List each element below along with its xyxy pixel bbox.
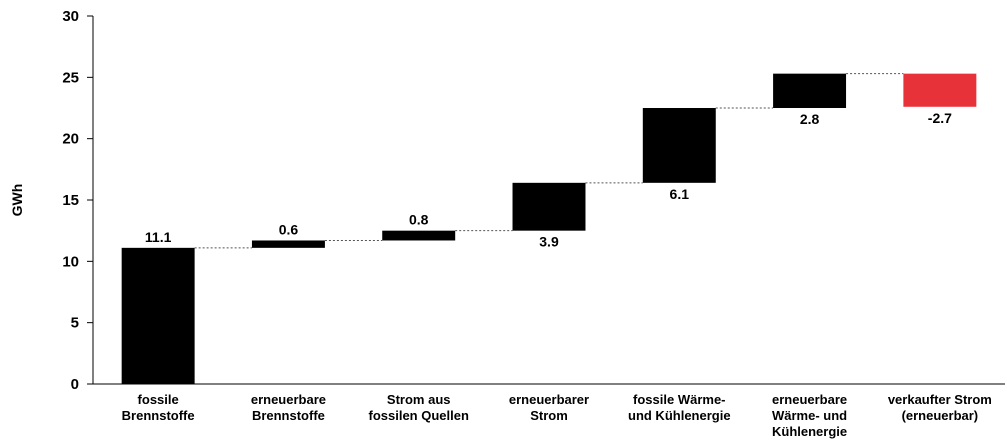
y-tick-label: 0	[71, 376, 79, 393]
category-label-line: Brennstoffe	[122, 408, 195, 423]
category-label-line: Brennstoffe	[252, 408, 325, 423]
data-label: 11.1	[145, 229, 172, 245]
y-tick-label: 25	[62, 69, 79, 86]
data-label: 2.8	[800, 111, 820, 127]
category-label-line: fossile Wärme-	[633, 392, 725, 407]
category-label: verkaufter Strom (erneuerbar)	[888, 392, 992, 423]
connector-lines	[194, 73, 904, 249]
data-label: 3.9	[539, 234, 559, 250]
bar	[903, 73, 977, 107]
data-label: -2.7	[928, 110, 952, 126]
data-label: 0.8	[409, 212, 429, 228]
category-label: erneuerbare Wärme- und Kühlenergie	[772, 392, 847, 439]
y-axis: 0 5 10 15 20 25 30	[62, 8, 1005, 393]
bar	[773, 73, 847, 108]
bars	[121, 73, 977, 384]
category-label-line: Strom	[530, 408, 568, 423]
category-label: erneuerbarer Strom	[509, 392, 589, 423]
data-label: 0.6	[279, 221, 299, 237]
category-label-line: erneuerbarer	[509, 392, 589, 407]
bar	[251, 240, 325, 248]
data-label: 6.1	[670, 186, 690, 202]
category-label-line: verkaufter Strom	[888, 392, 992, 407]
data-labels: 11.1 0.6 0.8 3.9 6.1 2.8 -2.7	[145, 110, 952, 250]
category-label-line: Kühlenergie	[772, 424, 847, 439]
category-label: fossile Brennstoffe	[122, 392, 195, 423]
category-label-line: fossilen Quellen	[369, 408, 469, 423]
y-tick-label: 10	[62, 253, 79, 270]
y-tick-label: 5	[71, 315, 79, 332]
category-label: Strom aus fossilen Quellen	[369, 392, 469, 423]
category-label-line: fossile	[138, 392, 179, 407]
category-label-line: erneuerbare	[251, 392, 326, 407]
y-tick-label: 30	[62, 8, 79, 25]
bar	[121, 247, 195, 384]
y-tick-label: 15	[62, 192, 79, 209]
category-label-line: und Kühlenergie	[628, 408, 731, 423]
category-label: fossile Wärme-und Kühlenergie	[628, 392, 731, 423]
category-label-line: Wärme- und	[772, 408, 847, 423]
category-label-line: Strom aus	[387, 392, 451, 407]
category-label: erneuerbare Brennstoffe	[251, 392, 326, 423]
y-tick-label: 20	[62, 131, 79, 148]
bar	[642, 108, 716, 183]
category-label-line: erneuerbare	[772, 392, 847, 407]
y-axis-title: GWh	[9, 184, 25, 217]
category-label-line: (erneuerbar)	[902, 408, 979, 423]
bar	[382, 230, 456, 241]
bar	[512, 182, 586, 231]
